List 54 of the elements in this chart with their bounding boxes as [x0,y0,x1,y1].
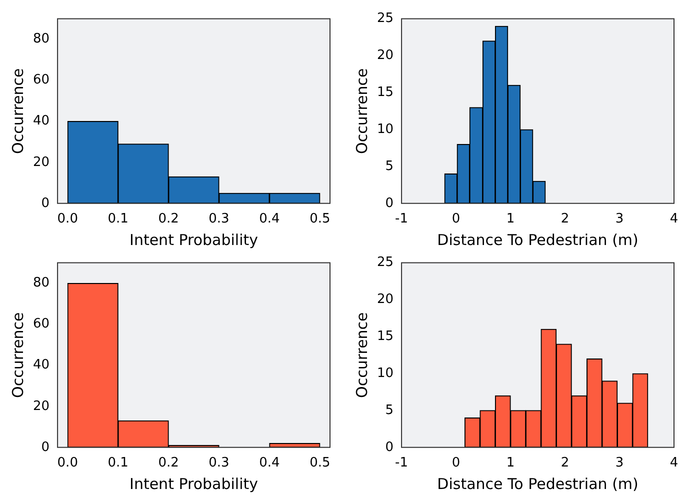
y-tick-label: 80 [32,276,50,291]
x-tick-label: 0 [452,456,460,471]
y-tick-label: 40 [32,358,50,373]
x-tick-label: 0.3 [208,212,230,227]
x-tick-label: -1 [395,456,408,471]
y-tick-label: 5 [385,402,394,418]
y-tick-label: 20 [376,292,394,308]
x-tick-label: 2 [560,212,570,227]
x-tick-label: 4 [670,456,678,471]
x-axis-title: Distance To Pedestrian (m) [437,230,638,249]
x-tick-label: 1 [506,456,515,471]
x-tick-label: 0 [452,212,460,227]
x-tick-label: 0.4 [259,456,280,471]
x-tick-label: 0.5 [310,212,330,227]
y-tick-label: 0 [41,196,50,211]
x-tick-label: 3 [615,456,624,471]
x-tick-label: 0.0 [57,456,78,471]
x-tick-label: 0.2 [158,212,179,227]
y-tick-label: 20 [376,48,394,64]
y-tick-label: 60 [32,316,50,332]
x-axis-title: Intent Probability [130,230,258,249]
x-tick-label: 1 [506,212,515,227]
y-tick-label: 40 [32,114,50,129]
y-tick-label: 10 [376,366,394,381]
y-axis-title: Occurrence [352,68,371,154]
x-axis-title: Distance To Pedestrian (m) [437,474,638,493]
x-tick-label: 0.5 [310,456,330,471]
x-tick-label: 0.4 [259,212,280,227]
y-tick-label: 0 [385,196,394,211]
y-tick-label: 0 [385,440,394,455]
y-tick-label: 25 [376,11,394,26]
y-axis-title: Occurrence [8,312,27,398]
y-tick-label: 15 [376,329,394,344]
x-tick-label: -1 [395,212,408,227]
x-tick-label: 3 [615,212,624,227]
x-tick-label: 0.2 [158,456,179,471]
x-tick-label: 2 [560,456,570,471]
x-tick-label: 0.1 [108,456,128,471]
y-tick-label: 15 [376,85,394,100]
x-tick-label: 4 [670,212,678,227]
y-tick-label: 60 [32,72,50,88]
x-axis-title: Intent Probability [130,474,258,493]
y-tick-label: 20 [32,398,50,414]
x-tick-label: 0.0 [57,212,78,227]
x-tick-label: 0.3 [208,456,230,471]
y-tick-label: 10 [376,122,394,137]
y-axis-title: Occurrence [352,312,371,398]
y-tick-label: 0 [41,440,50,455]
y-tick-label: 25 [376,255,394,270]
y-tick-label: 80 [32,32,50,47]
y-tick-label: 5 [385,158,394,174]
y-tick-label: 20 [32,154,50,170]
y-axis-title: Occurrence [8,68,27,154]
x-tick-label: 0.1 [108,212,128,227]
